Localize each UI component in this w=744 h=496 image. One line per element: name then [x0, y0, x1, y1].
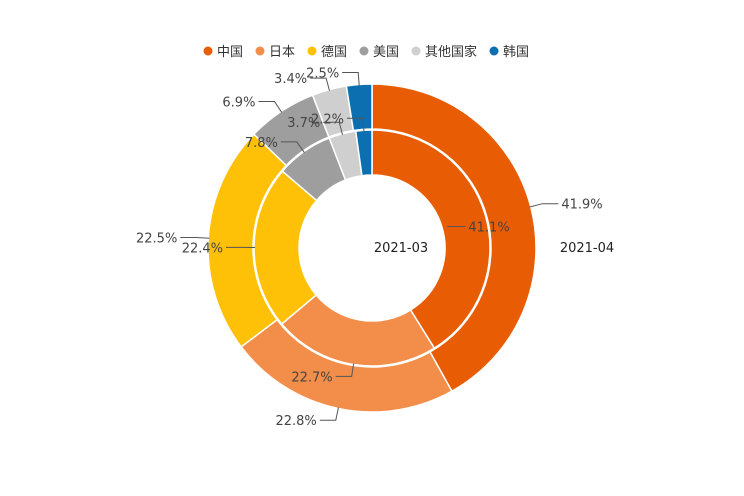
outer-label-5: 2.5% — [306, 67, 339, 82]
series-name-2021-03: 2021-03 — [374, 241, 428, 256]
inner-label-4: 3.7% — [287, 116, 320, 131]
outer-ring — [207, 83, 537, 413]
outer-leader-2 — [180, 237, 210, 239]
legend: 中国 日本 德国 美国 其他国家 韩国 — [203, 44, 529, 60]
legend-swatch-2[interactable] — [307, 46, 317, 56]
outer-label-0: 41.9% — [561, 198, 602, 213]
inner-leader-4 — [323, 121, 344, 135]
inner-leader-1 — [335, 363, 355, 377]
data-labels: 41.1% 22.7% 22.4% 7.8% 3.7%2.2% 41.9% 22.8% 22.… — [136, 67, 603, 430]
inner-leader-3 — [280, 141, 305, 153]
inner-label-3: 7.8% — [245, 136, 278, 151]
legend-swatch-5[interactable] — [489, 46, 499, 56]
inner-label-2: 22.4% — [182, 241, 223, 256]
outer-label-2: 22.5% — [136, 232, 177, 247]
legend-entry-4[interactable]: 其他国家 — [425, 44, 477, 60]
outer-label-1: 22.8% — [275, 414, 316, 429]
outer-leader-0 — [529, 203, 559, 208]
outer-leader-5 — [342, 72, 360, 86]
outer-leader-3 — [258, 101, 283, 113]
inner-slice-0[interactable] — [371, 129, 491, 350]
inner-label-5: 2.2% — [311, 112, 344, 127]
legend-entry-2[interactable]: 德国 — [321, 45, 347, 60]
legend-entry-0[interactable]: 中国 — [217, 45, 243, 60]
outer-slice-0[interactable] — [371, 83, 537, 393]
legend-swatch-3[interactable] — [359, 46, 369, 56]
legend-entry-5[interactable]: 韩国 — [503, 45, 529, 60]
inner-label-0: 41.1% — [468, 220, 509, 235]
inner-leader-5 — [347, 117, 365, 132]
outer-label-3: 6.9% — [222, 96, 255, 111]
legend-swatch-4[interactable] — [411, 46, 421, 56]
legend-swatch-0[interactable] — [203, 46, 213, 56]
legend-swatch-1[interactable] — [255, 46, 265, 56]
outer-label-4: 3.4% — [274, 72, 307, 87]
inner-ring — [253, 129, 491, 367]
outer-leader-4 — [310, 77, 330, 91]
inner-label-1: 22.7% — [291, 370, 332, 385]
inner-slice-5[interactable] — [354, 129, 373, 177]
legend-entry-1[interactable]: 日本 — [269, 45, 295, 60]
series-name-2021-04: 2021-04 — [560, 241, 614, 256]
legend-entry-3[interactable]: 美国 — [373, 45, 399, 60]
outer-leader-1 — [319, 407, 339, 421]
outer-slice-5[interactable] — [345, 83, 373, 132]
